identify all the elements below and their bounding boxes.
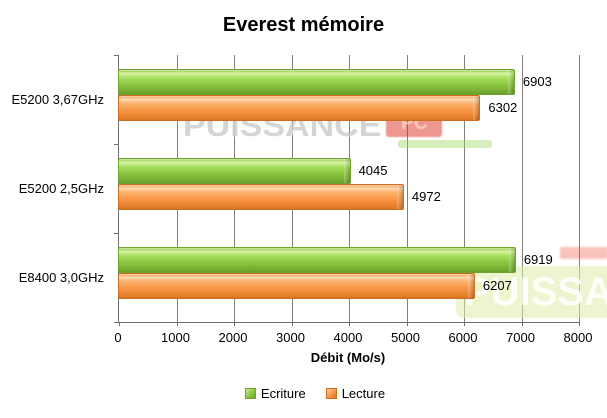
x-axis-tick-7000 (521, 322, 523, 326)
x-axis-tick-4000 (349, 322, 350, 326)
y-axis-tick-1 (114, 144, 119, 145)
y-axis-tick-2 (114, 233, 119, 234)
chart-title: Everest mémoire (222, 14, 385, 36)
x-tick-label-3000: 3000 (276, 330, 305, 345)
x-tick-label-0: 0 (114, 330, 122, 345)
x-axis-tick-0 (119, 322, 120, 326)
legend-item-ecriture: Ecriture (244, 386, 306, 401)
y-axis-tick-0 (114, 55, 119, 56)
x-axis-tick-6000 (464, 322, 465, 326)
x-tick-label-8000: 8000 (563, 330, 593, 345)
gridline-2000 (234, 55, 235, 322)
gridline-1000 (176, 55, 178, 322)
gridline-6000 (464, 55, 465, 322)
x-axis-tick-8000 (579, 322, 580, 326)
plot-area (114, 55, 580, 326)
category-label-0: E5200 3,67GHz (11, 92, 104, 107)
category-label-2: E8400 3,0GHz (18, 270, 104, 285)
ecriture-swatch-icon (244, 388, 256, 399)
x-axis-tick-5000 (406, 322, 408, 326)
x-tick-label-5000: 5000 (391, 330, 420, 345)
gridline-7000 (521, 55, 523, 322)
x-tick-label-1000: 1000 (161, 330, 190, 345)
y-axis-tick-3 (114, 322, 119, 323)
legend-item-lecture: Lecture (325, 386, 386, 401)
x-tick-label-4000: 4000 (333, 330, 363, 345)
x-tick-label-6000: 6000 (448, 330, 478, 345)
lecture-swatch-icon (325, 388, 337, 399)
category-label-1: E5200 2,5GHz (18, 181, 104, 196)
x-axis-tick-1000 (176, 322, 178, 326)
legend: Ecriture Lecture (0, 386, 607, 401)
gridline-3000 (291, 55, 293, 322)
gridline-4000 (349, 55, 350, 322)
y-axis-category-labels: E5200 3,67GHz E5200 2,5GHz E8400 3,0GHz (0, 55, 110, 322)
legend-label-ecriture: Ecriture (260, 386, 306, 401)
gridline-5000 (406, 55, 408, 322)
x-axis-tick-2000 (234, 322, 235, 326)
gridline-8000 (579, 55, 580, 322)
legend-label-lecture: Lecture (341, 386, 386, 401)
x-tick-label-7000: 7000 (506, 330, 535, 345)
x-axis-tick-labels: 0 1000 2000 3000 4000 5000 6000 7000 8000 (114, 330, 592, 346)
x-axis-tick-3000 (291, 322, 293, 326)
x-axis-title: Débit (Mo/s) (310, 350, 386, 365)
x-tick-label-2000: 2000 (218, 330, 248, 345)
